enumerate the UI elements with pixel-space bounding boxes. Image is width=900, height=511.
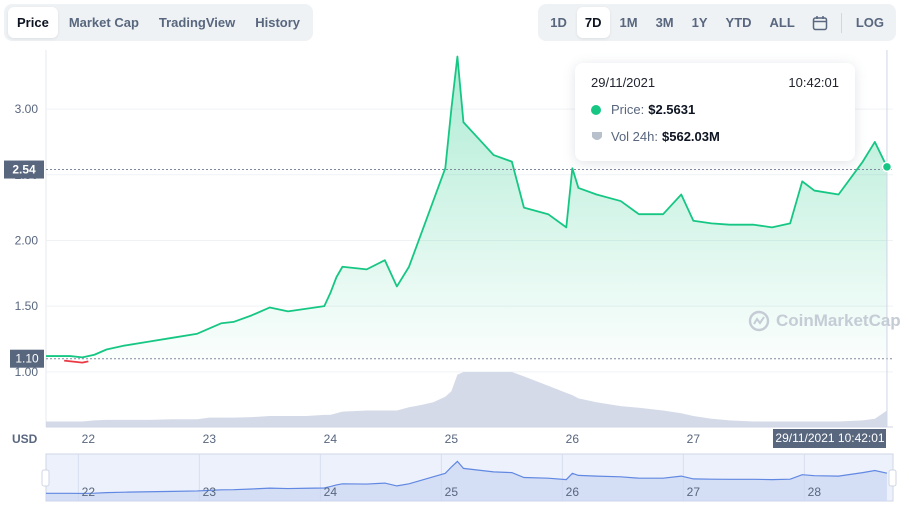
cursor-point (881, 161, 893, 173)
navigator-tick-label: 26 (566, 485, 580, 499)
x-tick-label: 22 (82, 432, 96, 446)
log-scale-toggle[interactable]: LOG (855, 15, 884, 30)
price-line-below-open (64, 359, 89, 364)
tooltip-vol-label: Vol 24h: (611, 129, 658, 144)
navigator-line (46, 460, 888, 495)
navigator-handle-right[interactable] (888, 469, 897, 487)
y-tick-label: 2.00 (15, 233, 39, 247)
price-line (46, 55, 888, 359)
navigator-area (46, 461, 887, 501)
open-price-label: 1.10 (15, 352, 39, 366)
time-range-selector: 1D 7D 1M 3M 1Y YTD ALL LOG (538, 4, 896, 41)
navigator-tick-label: 27 (687, 485, 701, 499)
price-dot-icon (591, 104, 601, 115)
coinmarketcap-watermark: CoinMarketCap (748, 310, 900, 332)
navigator-tick-label: 23 (203, 485, 217, 499)
range-all[interactable]: ALL (769, 15, 795, 30)
open-price-label-bg (10, 349, 44, 368)
range-7d[interactable]: 7D (576, 7, 610, 38)
navigator-tick-label: 28 (808, 485, 822, 499)
tooltip-price-label: Price: (611, 102, 645, 117)
current-price-label: 2.54 (12, 163, 36, 177)
price-area-fill (46, 56, 887, 359)
x-tick-label: 25 (445, 432, 459, 446)
navigator-tick-label: 22 (82, 485, 96, 499)
watermark-text: CoinMarketCap (776, 311, 900, 330)
tooltip-time: 10:42:01 (788, 75, 839, 90)
cursor-date-label: 29/11/2021 10:42:01 (775, 431, 885, 445)
range-ytd[interactable]: YTD (725, 15, 752, 30)
x-tick-label: 27 (687, 432, 701, 446)
cursor-date-bg (773, 429, 886, 448)
navigator-tick-label: 24 (324, 485, 338, 499)
x-tick-label: 23 (203, 432, 217, 446)
tooltip-date: 29/11/2021 (591, 75, 656, 90)
coinmarketcap-logo-icon (748, 310, 770, 332)
y-tick-label: 3.00 (15, 102, 39, 116)
y-tick-label: 1.50 (15, 299, 39, 313)
range-1y[interactable]: 1Y (691, 15, 708, 30)
currency-label: USD (12, 432, 38, 446)
price-tooltip: 29/11/2021 10:42:01 Price: $2.5631 Vol 2… (575, 63, 855, 161)
tab-market-cap[interactable]: Market Cap (68, 15, 139, 30)
x-tick-label: 26 (566, 432, 580, 446)
tab-history[interactable]: History (255, 15, 301, 30)
range-1m[interactable]: 1M (619, 15, 638, 30)
volume-area (46, 372, 887, 427)
range-1d[interactable]: 1D (550, 15, 567, 30)
tooltip-price-value: $2.5631 (648, 102, 696, 117)
navigator-handle-left[interactable] (41, 469, 50, 487)
current-price-label-bg (4, 160, 44, 179)
tab-tradingview[interactable]: TradingView (158, 15, 236, 30)
tooltip-vol-value: $562.03M (662, 129, 720, 144)
volume-shield-icon (592, 131, 602, 140)
y-tick-label: 1.00 (15, 365, 39, 379)
calendar-icon[interactable] (805, 9, 835, 37)
range-3m[interactable]: 3M (655, 15, 674, 30)
navigator-tick-label: 25 (445, 485, 459, 499)
x-tick-label: 24 (324, 432, 338, 446)
tab-price[interactable]: Price (8, 7, 58, 38)
chart-view-tabs: Price Market Cap TradingView History (4, 4, 314, 41)
range-separator (840, 12, 842, 33)
